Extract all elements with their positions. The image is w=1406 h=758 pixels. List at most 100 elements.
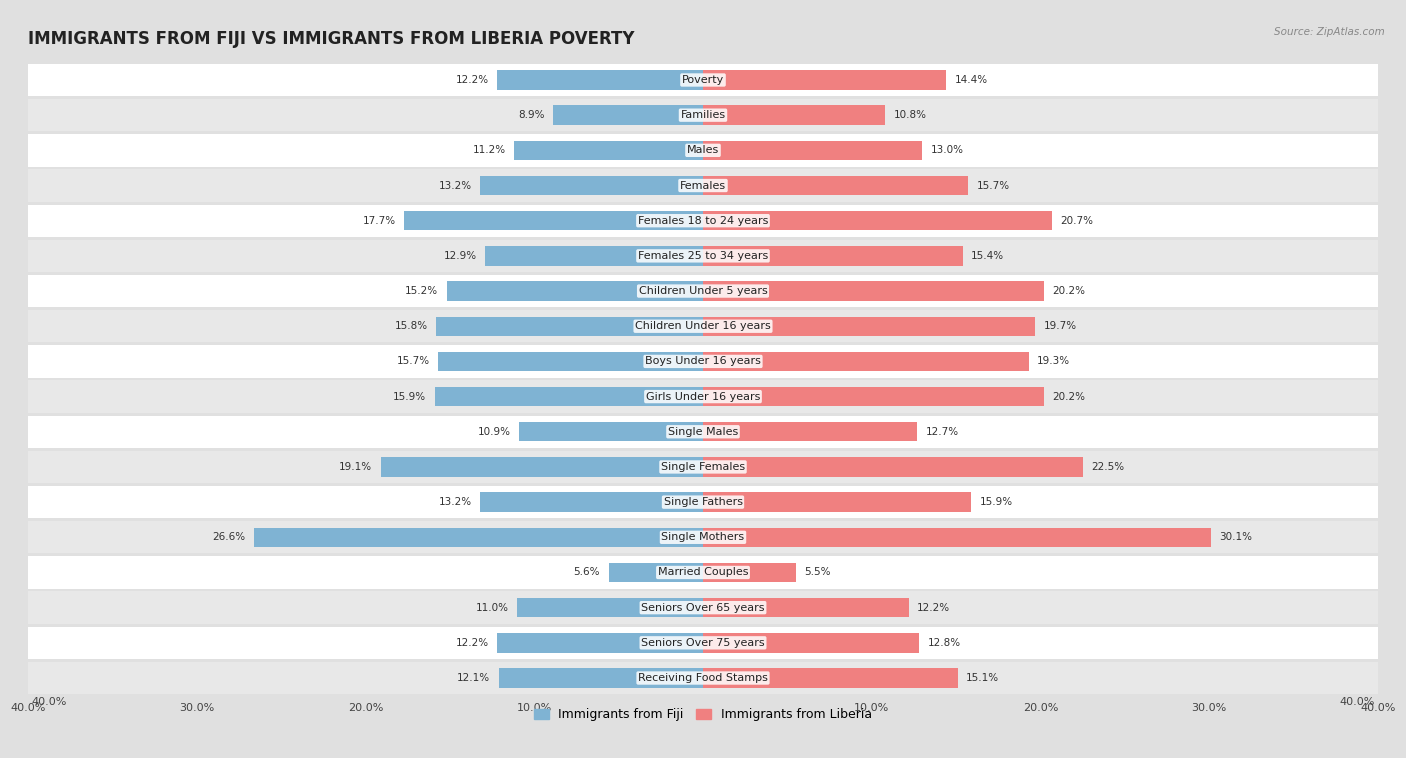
Text: 30.1%: 30.1% [1219, 532, 1253, 542]
Bar [254, 528, 703, 547]
Text: Single Mothers: Single Mothers [661, 532, 745, 542]
Text: 20.2%: 20.2% [1052, 392, 1085, 402]
Bar [28, 310, 1378, 343]
Text: 19.1%: 19.1% [339, 462, 373, 472]
Text: Children Under 5 years: Children Under 5 years [638, 286, 768, 296]
Text: 8.9%: 8.9% [517, 110, 544, 121]
Bar [28, 627, 1378, 659]
Text: 12.9%: 12.9% [444, 251, 477, 261]
Text: 19.3%: 19.3% [1038, 356, 1070, 366]
Bar [405, 211, 703, 230]
Bar [519, 422, 703, 441]
Bar [499, 669, 703, 688]
Text: Children Under 16 years: Children Under 16 years [636, 321, 770, 331]
Text: 19.7%: 19.7% [1043, 321, 1077, 331]
Text: Single Fathers: Single Fathers [664, 497, 742, 507]
Text: Males: Males [688, 146, 718, 155]
Text: Married Couples: Married Couples [658, 568, 748, 578]
Text: 17.7%: 17.7% [363, 216, 396, 226]
Bar [485, 246, 703, 265]
Bar [28, 451, 1378, 483]
Text: Seniors Over 65 years: Seniors Over 65 years [641, 603, 765, 612]
Text: 5.5%: 5.5% [804, 568, 831, 578]
Text: 12.8%: 12.8% [928, 637, 960, 648]
Bar [703, 246, 963, 265]
Text: 22.5%: 22.5% [1091, 462, 1125, 472]
Bar [703, 352, 1029, 371]
Bar [703, 493, 972, 512]
Bar [703, 669, 957, 688]
Text: 15.8%: 15.8% [395, 321, 427, 331]
Bar [703, 562, 796, 582]
Text: 15.9%: 15.9% [980, 497, 1012, 507]
Text: 15.7%: 15.7% [976, 180, 1010, 190]
Bar [28, 64, 1378, 96]
Bar [28, 240, 1378, 272]
Text: 26.6%: 26.6% [212, 532, 246, 542]
Bar [703, 281, 1043, 301]
Text: 40.0%: 40.0% [1339, 697, 1375, 706]
Legend: Immigrants from Fiji, Immigrants from Liberia: Immigrants from Fiji, Immigrants from Li… [529, 703, 877, 726]
Bar [28, 381, 1378, 413]
Text: 20.7%: 20.7% [1060, 216, 1094, 226]
Bar [703, 457, 1083, 477]
Bar [703, 633, 920, 653]
Text: 15.4%: 15.4% [972, 251, 1004, 261]
Bar [436, 317, 703, 336]
Text: Receiving Food Stamps: Receiving Food Stamps [638, 673, 768, 683]
Bar [28, 415, 1378, 448]
Bar [28, 134, 1378, 167]
Text: 5.6%: 5.6% [574, 568, 600, 578]
Text: Females 25 to 34 years: Females 25 to 34 years [638, 251, 768, 261]
Bar [28, 275, 1378, 307]
Text: Families: Families [681, 110, 725, 121]
Bar [28, 99, 1378, 131]
Bar [28, 662, 1378, 694]
Text: Females: Females [681, 180, 725, 190]
Text: Single Females: Single Females [661, 462, 745, 472]
Bar [28, 345, 1378, 377]
Text: IMMIGRANTS FROM FIJI VS IMMIGRANTS FROM LIBERIA POVERTY: IMMIGRANTS FROM FIJI VS IMMIGRANTS FROM … [28, 30, 634, 48]
Bar [481, 493, 703, 512]
Bar [703, 211, 1052, 230]
Text: 12.2%: 12.2% [456, 637, 489, 648]
Text: Seniors Over 75 years: Seniors Over 75 years [641, 637, 765, 648]
Bar [517, 598, 703, 617]
Bar [703, 70, 946, 89]
Bar [439, 352, 703, 371]
Text: Single Males: Single Males [668, 427, 738, 437]
Bar [498, 70, 703, 89]
Bar [28, 169, 1378, 202]
Text: Poverty: Poverty [682, 75, 724, 85]
Text: 10.8%: 10.8% [894, 110, 927, 121]
Bar [609, 562, 703, 582]
Text: 14.4%: 14.4% [955, 75, 987, 85]
Text: Girls Under 16 years: Girls Under 16 years [645, 392, 761, 402]
Bar [28, 591, 1378, 624]
Bar [481, 176, 703, 196]
Text: 11.0%: 11.0% [477, 603, 509, 612]
Text: Source: ZipAtlas.com: Source: ZipAtlas.com [1274, 27, 1385, 36]
Text: 40.0%: 40.0% [31, 697, 67, 706]
Bar [703, 528, 1211, 547]
Text: 12.2%: 12.2% [917, 603, 950, 612]
Bar [498, 633, 703, 653]
Text: 15.2%: 15.2% [405, 286, 439, 296]
Bar [28, 556, 1378, 589]
Text: Boys Under 16 years: Boys Under 16 years [645, 356, 761, 366]
Text: 12.1%: 12.1% [457, 673, 491, 683]
Text: 12.2%: 12.2% [456, 75, 489, 85]
Bar [703, 387, 1043, 406]
Bar [515, 141, 703, 160]
Bar [447, 281, 703, 301]
Text: 15.9%: 15.9% [394, 392, 426, 402]
Bar [28, 205, 1378, 237]
Text: 13.2%: 13.2% [439, 497, 472, 507]
Bar [553, 105, 703, 125]
Text: 13.0%: 13.0% [931, 146, 963, 155]
Text: 13.2%: 13.2% [439, 180, 472, 190]
Bar [703, 317, 1035, 336]
Bar [28, 486, 1378, 518]
Text: 11.2%: 11.2% [472, 146, 506, 155]
Text: 15.7%: 15.7% [396, 356, 430, 366]
